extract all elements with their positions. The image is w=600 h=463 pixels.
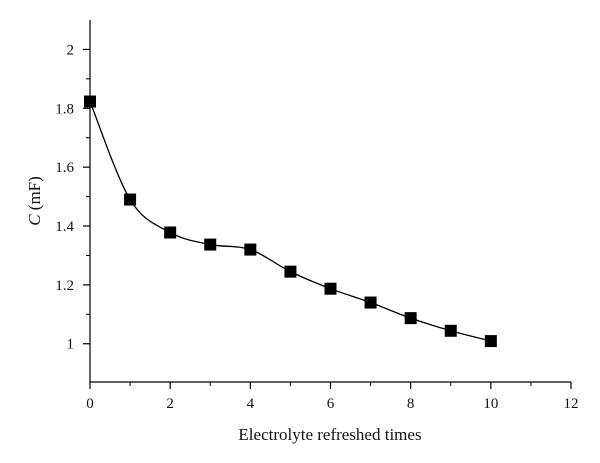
x-tick-label: 0 xyxy=(86,396,94,412)
data-point-marker xyxy=(84,95,96,108)
data-point-marker xyxy=(404,312,417,325)
data-point-marker xyxy=(244,243,257,256)
data-point-marker xyxy=(444,324,457,337)
data-point-marker xyxy=(484,335,497,348)
data-point-marker xyxy=(124,193,137,206)
x-tick-label: 6 xyxy=(327,396,335,412)
data-markers xyxy=(84,95,497,348)
y-tick-label: 1.2 xyxy=(55,278,74,294)
y-axis-title-variable: C xyxy=(25,214,44,226)
ticks: 0 2 4 6 8 10 12 1 1.2 1.4 1.6 1.8 2 xyxy=(55,42,578,412)
y-tick-label: 2 xyxy=(67,42,75,58)
y-axis-title: C (mF) xyxy=(25,176,44,226)
x-tick-label: 8 xyxy=(407,396,415,412)
y-tick-label: 1.4 xyxy=(55,219,74,235)
data-point-marker xyxy=(204,238,217,251)
data-point-marker xyxy=(364,296,377,309)
axes xyxy=(89,20,571,383)
data-point-marker xyxy=(284,265,297,278)
x-tick-label: 10 xyxy=(483,396,498,412)
data-point-marker xyxy=(164,226,177,239)
data-point-marker xyxy=(324,282,337,295)
y-tick-label: 1.6 xyxy=(55,160,74,176)
x-tick-label: 4 xyxy=(247,396,255,412)
x-tick-label: 12 xyxy=(564,396,579,412)
x-tick-label: 2 xyxy=(166,396,174,412)
y-tick-label: 1 xyxy=(67,337,75,353)
x-axis-title: Electrolyte refreshed times xyxy=(238,425,421,444)
y-axis-title-unit: (mF) xyxy=(25,176,44,214)
y-tick-label: 1.8 xyxy=(55,101,74,117)
fit-curve xyxy=(89,101,491,342)
